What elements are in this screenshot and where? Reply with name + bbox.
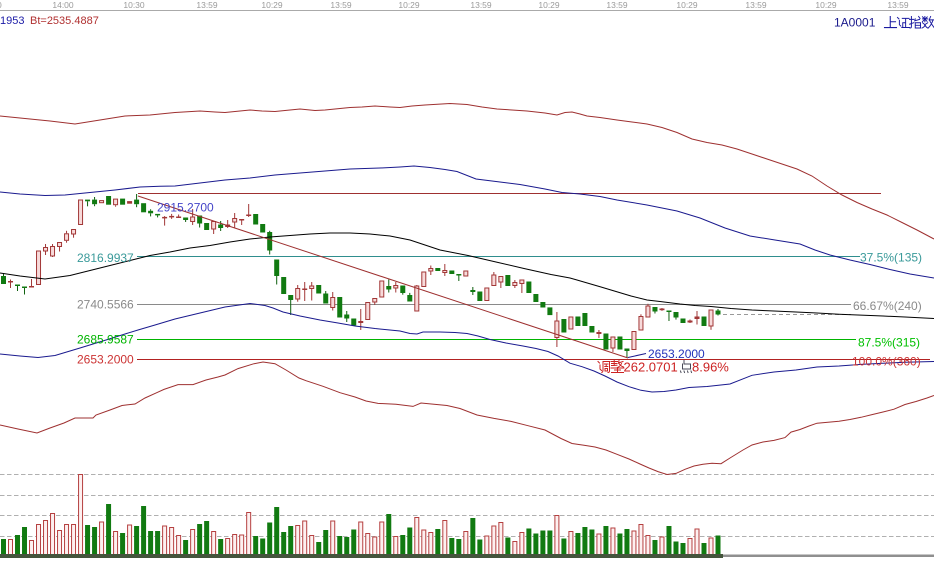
svg-text:14:00: 14:00 <box>52 0 74 10</box>
svg-text:10:29: 10:29 <box>398 0 420 10</box>
svg-text:0: 0 <box>0 0 2 10</box>
svg-text:1A0001: 1A0001 <box>834 16 876 30</box>
svg-text:2685.9587: 2685.9587 <box>77 333 134 347</box>
svg-text:66.67%(240): 66.67%(240) <box>853 299 922 313</box>
svg-text:8.96%: 8.96% <box>692 360 729 375</box>
svg-text:1953: 1953 <box>0 15 24 27</box>
svg-text:2653.2000: 2653.2000 <box>77 353 134 367</box>
svg-text:100.0%(360): 100.0%(360) <box>852 355 921 369</box>
svg-text:2740.5566: 2740.5566 <box>77 298 134 312</box>
svg-text:13:59: 13:59 <box>745 0 767 10</box>
svg-text:10:29: 10:29 <box>676 0 698 10</box>
svg-text:10:29: 10:29 <box>538 0 560 10</box>
svg-text:13:59: 13:59 <box>196 0 218 10</box>
svg-text:2816.9937: 2816.9937 <box>77 251 134 265</box>
svg-text:13:59: 13:59 <box>606 0 628 10</box>
svg-text:2915.2700: 2915.2700 <box>157 201 214 215</box>
svg-text:2653.2000: 2653.2000 <box>648 347 705 361</box>
svg-text:10:30: 10:30 <box>123 0 145 10</box>
svg-text:13:59: 13:59 <box>470 0 492 10</box>
svg-text:10:29: 10:29 <box>261 0 283 10</box>
svg-text:13:59: 13:59 <box>887 0 909 10</box>
svg-text:Bt=2535.4887: Bt=2535.4887 <box>30 15 99 27</box>
svg-text:10:29: 10:29 <box>815 0 837 10</box>
svg-text:13:59: 13:59 <box>330 0 352 10</box>
svg-text:262.0701: 262.0701 <box>624 360 678 375</box>
svg-text:37.5%(135): 37.5%(135) <box>860 251 922 265</box>
svg-text:87.5%(315): 87.5%(315) <box>858 336 920 350</box>
